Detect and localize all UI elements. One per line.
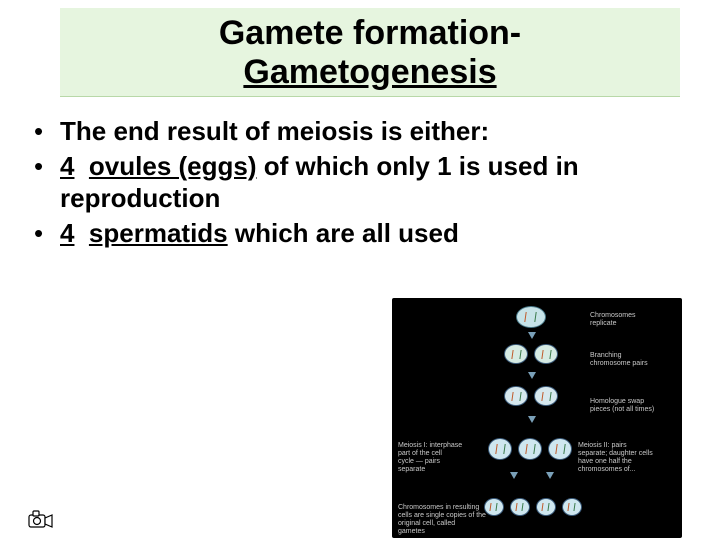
down-arrow-icon [546, 472, 554, 479]
down-arrow-icon [528, 416, 536, 423]
bullet-mark: • [34, 150, 50, 183]
diagram-label: Chromosomesreplicate [590, 312, 636, 328]
down-arrow-icon [528, 332, 536, 339]
diagram-label: Chromosomes in resultingcells are single… [398, 504, 486, 536]
bullet-text: The end result of meiosis is either: [60, 115, 489, 148]
bullet-mark: • [34, 217, 50, 250]
diagram-cell [534, 386, 558, 406]
diagram-label: Branchingchromosome pairs [590, 352, 648, 368]
diagram-cell [518, 438, 542, 460]
camera-icon [28, 510, 54, 530]
diagram-cell [536, 498, 556, 516]
diagram-label: Homologue swappieces (not all times) [590, 398, 654, 414]
diagram-cell [504, 386, 528, 406]
diagram-cell [504, 344, 528, 364]
bullet-mark: • [34, 115, 50, 148]
diagram-cell [484, 498, 504, 516]
diagram-label: Meiosis I: interphasepart of the cellcyc… [398, 442, 462, 474]
down-arrow-icon [510, 472, 518, 479]
title-line-1: Gamete formation- [70, 14, 670, 53]
bullet-item: • 4 ovules (eggs) of which only 1 is use… [34, 150, 680, 215]
bullet-item: • The end result of meiosis is either: [34, 115, 680, 148]
diagram-label: Meiosis II: pairsseparate; daughter cell… [578, 442, 653, 474]
bullet-underlined-term: spermatids [89, 218, 228, 248]
bullet-text: 4 ovules (eggs) of which only 1 is used … [60, 150, 680, 215]
bullet-text: 4 spermatids which are all used [60, 217, 459, 250]
diagram-cell [534, 344, 558, 364]
bullet-rest: which are all used [228, 218, 459, 248]
bullet-underlined-num: 4 [60, 218, 74, 248]
bullet-list: • The end result of meiosis is either: •… [34, 115, 680, 249]
diagram-cell [516, 306, 546, 328]
bullet-underlined-num: 4 [60, 151, 74, 181]
bullet-underlined-term: ovules (eggs) [89, 151, 257, 181]
slide-title-box: Gamete formation- Gametogenesis [60, 8, 680, 97]
diagram-cell [548, 438, 572, 460]
diagram-cell [488, 438, 512, 460]
diagram-cell [510, 498, 530, 516]
bullet-item: • 4 spermatids which are all used [34, 217, 680, 250]
title-line-2: Gametogenesis [70, 53, 670, 92]
down-arrow-icon [528, 372, 536, 379]
diagram-cell [562, 498, 582, 516]
meiosis-diagram: Chromosomesreplicate Branchingchromosome … [392, 298, 682, 538]
